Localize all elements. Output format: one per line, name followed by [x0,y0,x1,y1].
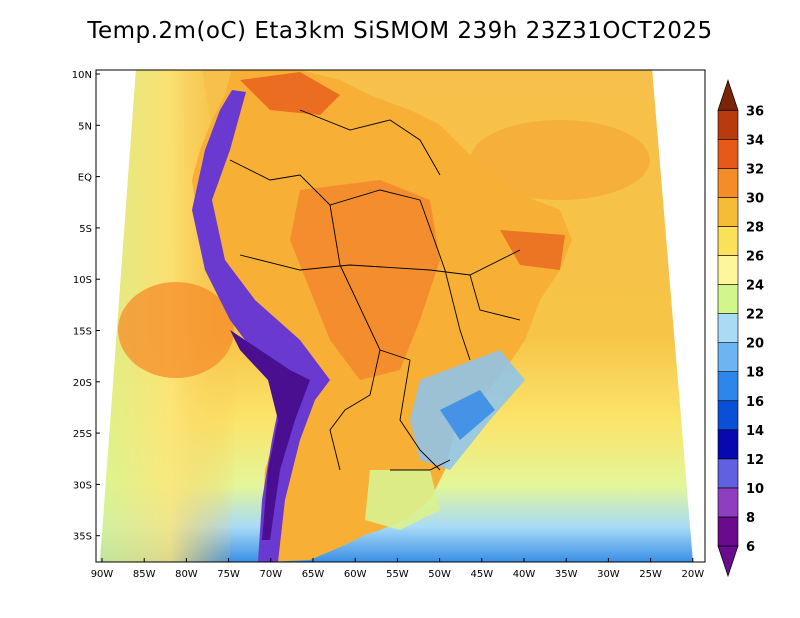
lat-label: EQ [78,173,92,184]
map-frame [95,69,706,563]
political-borders [229,109,521,471]
colorbar-label: 14 [746,424,764,439]
andes-core [230,330,310,540]
lat-label: 15S [73,327,92,338]
lon-label: 80W [175,569,198,580]
colorbar-label: 10 [746,482,764,497]
lat-label: 10S [73,275,92,286]
colorbar-segment [717,284,739,314]
mild-south [365,470,440,530]
colorbar: 6 8 10 12 14 16 18 20 22 24 26 28 30 32 34 36 [717,79,764,578]
colorbar-segment [717,109,739,140]
lat-label: 10N [72,70,92,81]
colorbar-segment [717,371,739,402]
colorbar-segment [717,226,739,256]
colorbar-label: 36 [746,104,764,119]
lon-label: 40W [513,569,536,580]
colorbar-label: 18 [746,366,764,381]
longitude-axis: 90W 85W 80W 75W 70W 65W 60W 55W 50W 45W 40W 35W 30W 2… [91,558,704,580]
colorbar-label: 22 [746,308,764,323]
lon-label: 90W [91,569,114,580]
colorbar-label: 34 [746,133,764,148]
colorbar-label: 16 [746,395,764,410]
colorbar-segment [717,255,739,285]
colorbar-label: 12 [746,453,764,468]
colorbar-segment [717,516,739,547]
lat-label: 30S [73,480,92,491]
lon-label: 75W [217,569,240,580]
colorbar-segment [717,458,739,489]
andes-cold-band [192,90,330,562]
colorbar-segment [717,429,739,460]
colorbar-segment [717,313,739,343]
colorbar-segment [717,197,739,227]
lon-label: 65W [302,569,325,580]
lat-label: 20S [73,378,92,389]
lon-label: 70W [259,569,282,580]
lon-label: 60W [344,569,367,580]
coldest-southeast [440,390,495,440]
colorbar-max-arrow [717,79,739,111]
colorbar-segment [717,400,739,431]
colorbar-min-arrow [717,545,739,578]
lon-label: 85W [133,569,156,580]
colorbar-label: 26 [746,250,764,265]
hot-interior [290,180,440,380]
lat-label: 5S [79,224,92,235]
hot-northeast [500,230,565,270]
lon-label: 35W [555,569,578,580]
lat-label: 35S [73,532,92,543]
lon-label: 30W [597,569,620,580]
colorbar-label: 6 [746,540,755,555]
lon-label: 25W [639,569,662,580]
latitude-axis: 10N 5N EQ 5S 10S 15S 20S 25S 30S 35S [72,70,100,543]
colorbar-label: 24 [746,279,764,294]
colorbar-segment [717,139,739,169]
colorbar-segment [717,487,739,518]
map-title: Temp.2m(oC) Eta3km SiSMOM 239h 23Z31OCT2… [87,18,713,44]
colorbar-label: 20 [746,337,764,352]
colorbar-label: 28 [746,220,764,235]
colorbar-label: 30 [746,191,764,206]
lat-label: 5N [78,121,92,132]
warm-pacific-area [118,282,234,378]
warm-atlantic-area [470,120,650,200]
colorbar-label: 32 [746,162,764,177]
lon-label: 45W [470,569,493,580]
colorbar-segment [717,342,739,372]
colorbar-segment [717,168,739,198]
colorbar-label: 8 [746,511,755,526]
lat-label: 25S [73,429,92,440]
lon-label: 50W [428,569,451,580]
lon-label: 55W [386,569,409,580]
lon-label: 20W [681,569,704,580]
hot-north [240,72,340,115]
